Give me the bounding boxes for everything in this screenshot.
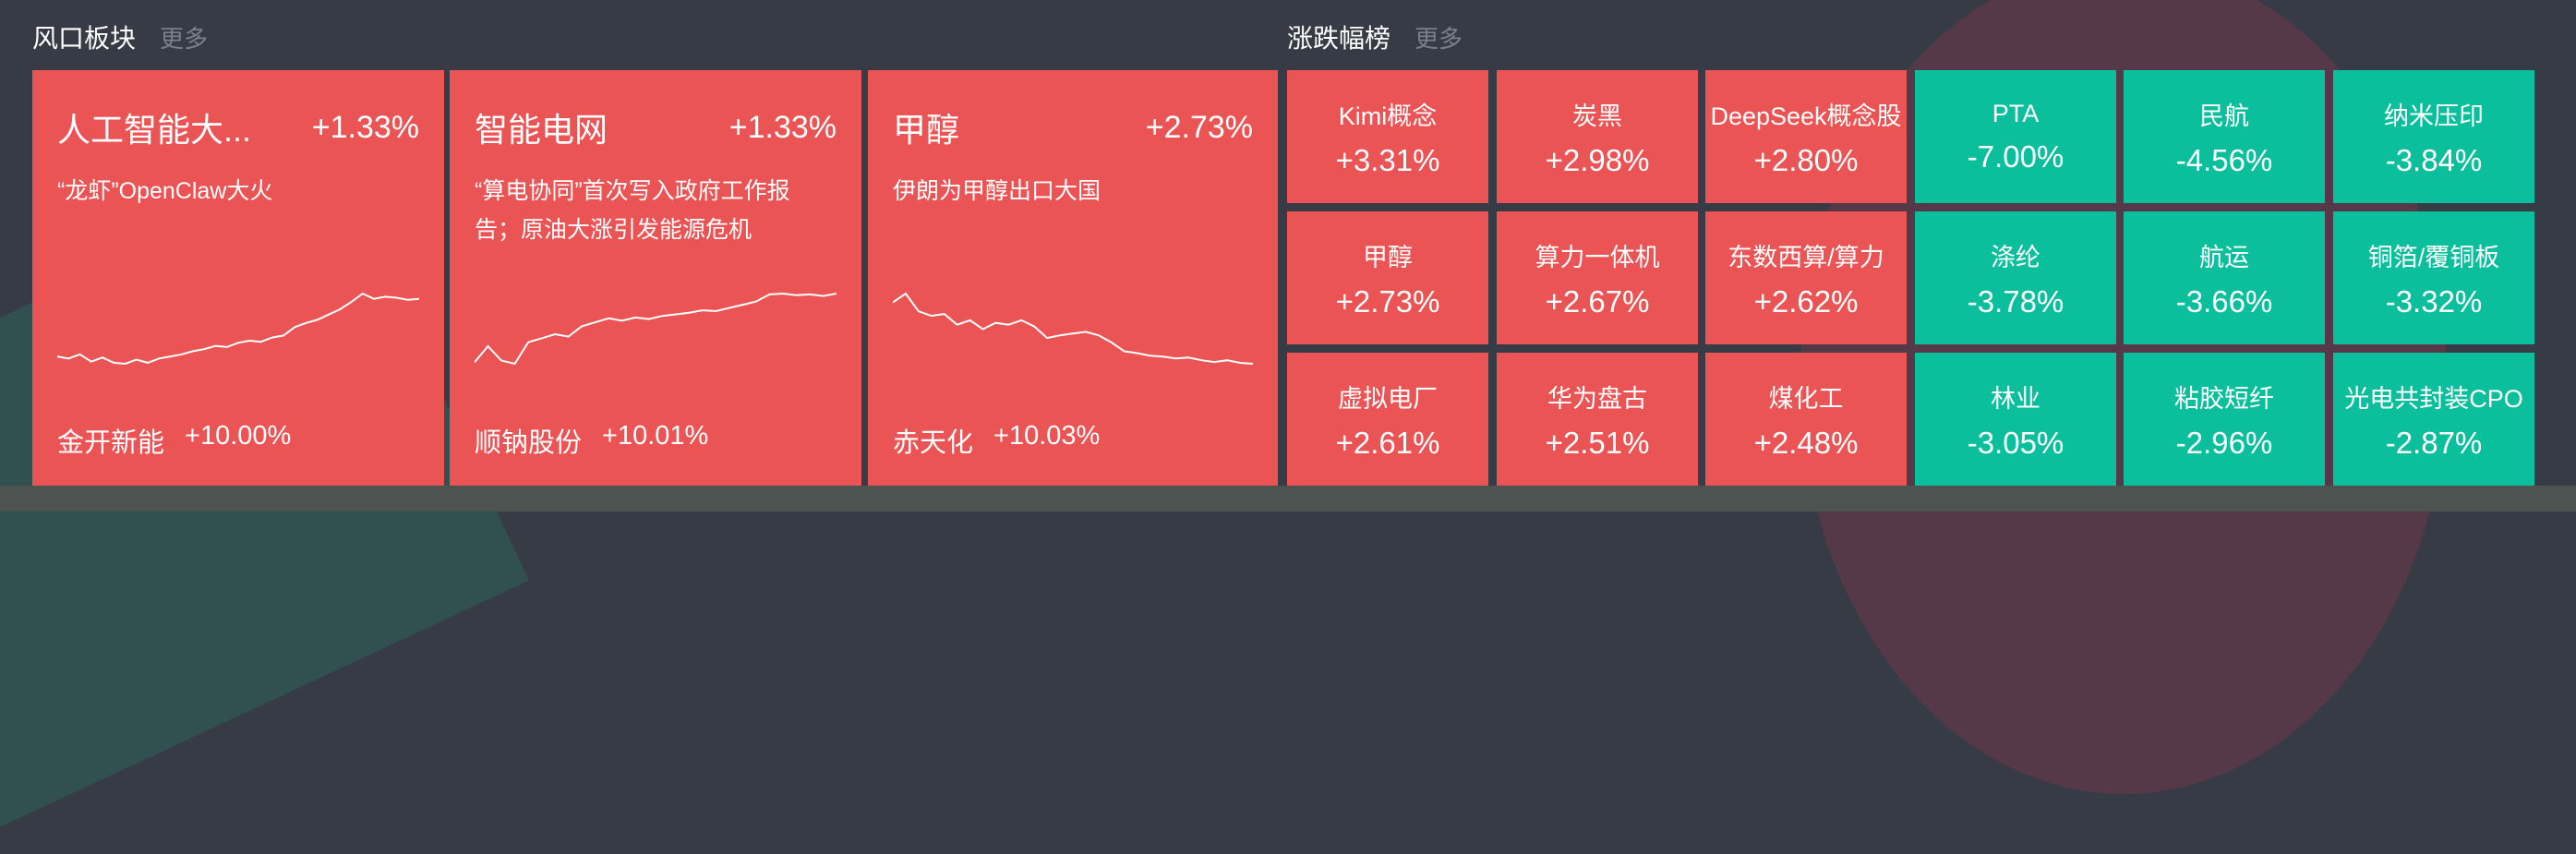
sector-description: “龙虾”OpenClaw大火 — [57, 178, 273, 204]
sector-name: 纳米压印 — [2384, 102, 2484, 130]
sector-name: 煤化工 — [1768, 384, 1844, 413]
sector-change: +2.51% — [1545, 425, 1650, 460]
sector-change: -3.84% — [2385, 142, 2483, 177]
sector-change: -2.96% — [2175, 425, 2273, 460]
sector-name: 智能电网 — [475, 111, 608, 149]
leader-stock-name: 金开新能 — [57, 428, 165, 458]
sector-change: -7.00% — [1967, 138, 2064, 174]
sector-change: +1.33% — [311, 109, 419, 145]
sector-name: 甲醇 — [893, 111, 960, 149]
sector-change: -3.66% — [2175, 283, 2273, 319]
sector-change: +2.80% — [1753, 142, 1859, 177]
sector-change: +2.61% — [1335, 425, 1440, 460]
sector-change: +2.62% — [1753, 283, 1859, 319]
mover-tile[interactable]: DeepSeek概念股 +2.80% — [1705, 70, 1907, 203]
mover-tile[interactable]: 粘胶短纤 -2.96% — [2124, 353, 2325, 486]
mover-tile[interactable]: 民航 -4.56% — [2124, 70, 2325, 203]
sector-change: +1.33% — [728, 109, 837, 145]
sector-name: 东数西算/算力 — [1727, 243, 1884, 271]
mover-tile[interactable]: 华为盘古 +2.51% — [1497, 353, 1698, 486]
sector-card[interactable]: 智能电网 +1.33% “算电协同”首次写入政府工作报告；原油大涨引发能源危机 顺… — [450, 70, 861, 486]
sector-name: 人工智能大... — [57, 111, 252, 149]
mover-tile[interactable]: 炭黑 +2.98% — [1497, 70, 1698, 203]
sparkline-chart — [57, 292, 419, 366]
mover-tile[interactable]: 东数西算/算力 +2.62% — [1705, 211, 1907, 344]
sector-name: 航运 — [2199, 243, 2249, 271]
sector-change: +2.67% — [1545, 283, 1650, 319]
sparkline-chart — [475, 292, 837, 366]
mover-tile[interactable]: PTA -7.00% — [1915, 70, 2116, 203]
sector-name: DeepSeek概念股 — [1710, 102, 1902, 130]
mover-tile[interactable]: 虚拟电厂 +2.61% — [1287, 353, 1488, 486]
sector-name: 林业 — [1991, 384, 2040, 413]
mover-tile[interactable]: 煤化工 +2.48% — [1705, 353, 1907, 486]
hot-sectors-header: 风口板块 更多 — [32, 18, 208, 55]
mover-tile[interactable]: 甲醇 +2.73% — [1287, 211, 1488, 344]
sector-name: 甲醇 — [1363, 243, 1413, 271]
sparkline-line — [57, 292, 419, 366]
mover-tile[interactable]: 林业 -3.05% — [1915, 353, 2116, 486]
mover-tile[interactable]: 铜箔/覆铜板 -3.32% — [2333, 211, 2534, 344]
mover-tile[interactable]: 算力一体机 +2.67% — [1497, 211, 1698, 344]
sparkline-line — [893, 292, 1253, 365]
sector-change: -2.87% — [2385, 425, 2483, 460]
section-title: 风口板块 — [32, 24, 137, 53]
leader-stock-change: +10.00% — [185, 421, 292, 451]
sector-name: 算力一体机 — [1535, 243, 1660, 271]
sector-change: -3.78% — [1967, 283, 2064, 319]
sector-description: “算电协同”首次写入政府工作报告；原油大涨引发能源危机 — [475, 178, 790, 243]
sector-change: +2.48% — [1753, 425, 1859, 460]
sector-change: +2.73% — [1145, 109, 1253, 145]
leader-stock-name: 顺钠股份 — [475, 428, 583, 458]
more-link[interactable]: 更多 — [160, 25, 209, 53]
sector-name: 光电共封装CPO — [2344, 384, 2523, 413]
sparkline-chart — [893, 292, 1253, 365]
mover-tile[interactable]: 航运 -3.66% — [2124, 211, 2325, 344]
sector-change: -4.56% — [2175, 142, 2273, 177]
sector-name: 炭黑 — [1572, 102, 1622, 130]
sector-change: +3.31% — [1335, 142, 1440, 177]
sector-change: +2.98% — [1545, 142, 1650, 177]
sector-name: PTA — [1992, 99, 2040, 127]
movers-header: 涨跌幅榜 更多 — [1287, 18, 1463, 55]
sector-name: 民航 — [2199, 102, 2249, 130]
leader-stock-name: 赤天化 — [893, 428, 974, 458]
sector-name: 华为盘古 — [1547, 384, 1647, 413]
sector-name: 粘胶短纤 — [2174, 384, 2274, 413]
background-strip — [0, 486, 2576, 511]
sector-name: 涤纶 — [1991, 243, 2040, 271]
sector-change: -3.05% — [1967, 425, 2064, 460]
sector-change: +2.73% — [1335, 283, 1440, 319]
sector-name: 铜箔/覆铜板 — [2367, 243, 2500, 271]
more-link[interactable]: 更多 — [1414, 25, 1463, 53]
mover-tile[interactable]: 光电共封装CPO -2.87% — [2333, 353, 2534, 486]
sector-description: 伊朗为甲醇出口大国 — [893, 178, 1101, 204]
sector-change: -3.32% — [2385, 283, 2483, 319]
leader-stock-change: +10.03% — [993, 421, 1101, 451]
mover-tile[interactable]: 涤纶 -3.78% — [1915, 211, 2116, 344]
sector-name: Kimi概念 — [1338, 102, 1438, 130]
sparkline-line — [475, 292, 837, 366]
leader-stock-change: +10.01% — [602, 421, 709, 451]
mover-tile[interactable]: 纳米压印 -3.84% — [2333, 70, 2534, 203]
mover-tile[interactable]: Kimi概念 +3.31% — [1287, 70, 1488, 203]
section-title: 涨跌幅榜 — [1287, 24, 1391, 53]
sector-card[interactable]: 甲醇 +2.73% 伊朗为甲醇出口大国 赤天化 +10.03% — [868, 70, 1278, 486]
sector-card[interactable]: 人工智能大... +1.33% “龙虾”OpenClaw大火 金开新能 +10.00… — [32, 70, 444, 486]
sector-name: 虚拟电厂 — [1338, 384, 1438, 413]
